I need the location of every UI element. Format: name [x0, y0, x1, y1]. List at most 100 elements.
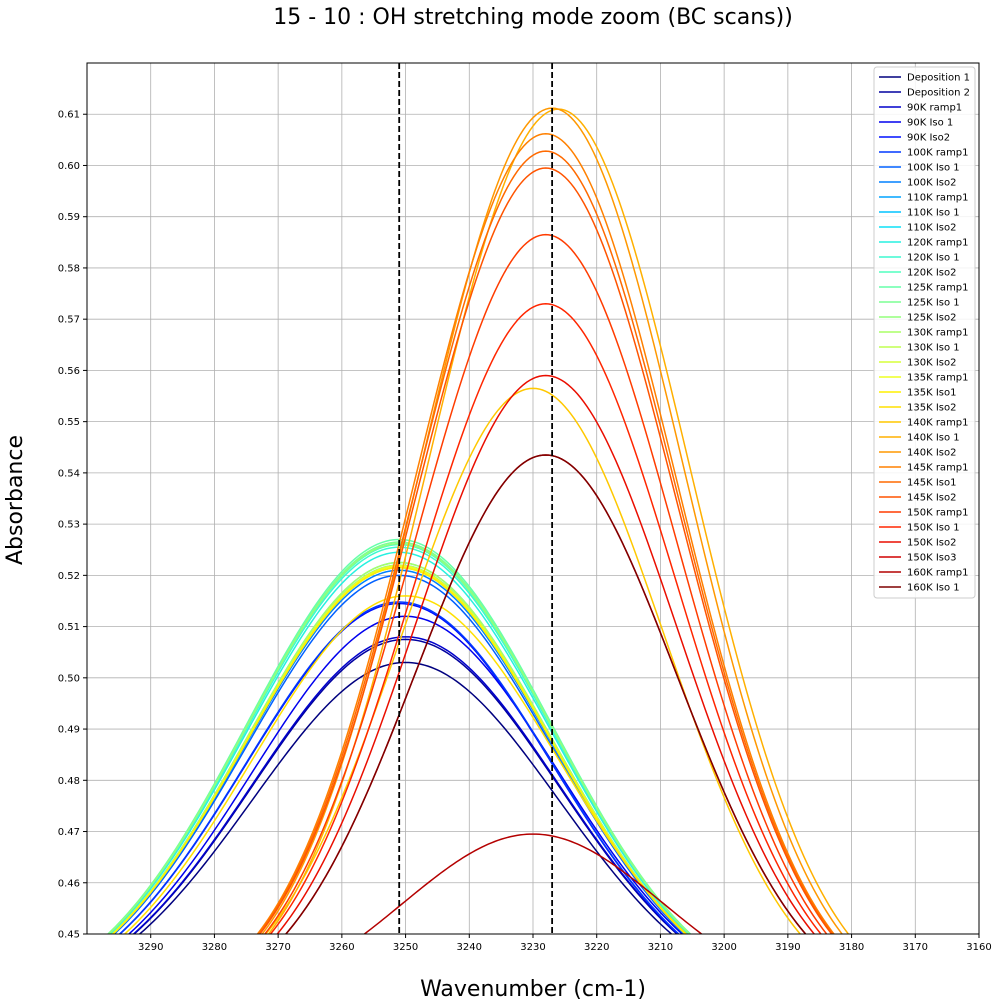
- series-line: [107, 542, 691, 934]
- x-axis-label: Wavenumber (cm-1): [420, 977, 646, 1002]
- legend-item[interactable]: 120K Iso2: [879, 268, 956, 279]
- legend-label: 150K Iso 1: [907, 523, 960, 534]
- y-tick-label: 0.47: [58, 827, 80, 838]
- y-tick-label: 0.59: [58, 212, 80, 223]
- legend-item[interactable]: 135K Iso2: [879, 403, 956, 414]
- legend-item[interactable]: 125K ramp1: [879, 283, 969, 294]
- legend-item[interactable]: 150K Iso 1: [879, 523, 960, 534]
- series-line: [256, 132, 835, 934]
- legend-label: 130K Iso 1: [907, 343, 960, 354]
- legend-label: 145K Iso1: [907, 478, 956, 489]
- y-tick-label: 0.46: [58, 878, 80, 889]
- y-tick-label: 0.54: [58, 468, 80, 479]
- series-line: [284, 454, 807, 934]
- legend-item[interactable]: 160K ramp1: [879, 568, 969, 579]
- legend-item[interactable]: Deposition 1: [879, 73, 970, 84]
- legend-label: 130K Iso2: [907, 358, 956, 369]
- series-line: [257, 150, 834, 934]
- legend-label: 100K Iso 1: [907, 163, 960, 174]
- reference-lines: [398, 63, 554, 934]
- legend-label: 110K Iso2: [907, 223, 956, 234]
- x-tick-label: 3180: [839, 942, 864, 953]
- x-tick-label: 3220: [584, 942, 609, 953]
- y-tick-label: 0.49: [58, 725, 80, 736]
- legend-item[interactable]: 135K Iso1: [879, 388, 956, 399]
- legend-item[interactable]: 130K ramp1: [879, 328, 969, 339]
- legend-item[interactable]: 120K Iso 1: [879, 253, 960, 264]
- legend-item[interactable]: 140K Iso2: [879, 448, 956, 459]
- legend-item[interactable]: 140K Iso 1: [879, 433, 960, 444]
- series-line: [109, 551, 690, 934]
- legend-item[interactable]: 130K Iso 1: [879, 343, 960, 354]
- legend-label: 135K Iso1: [907, 388, 956, 399]
- legend-label: 140K ramp1: [907, 418, 969, 429]
- legend-label: 145K ramp1: [907, 463, 969, 474]
- legend-item[interactable]: 150K Iso2: [879, 538, 956, 549]
- series-line: [258, 167, 833, 934]
- x-tick-label: 3240: [457, 942, 482, 953]
- legend-label: 120K Iso2: [907, 268, 956, 279]
- legend-item[interactable]: 90K Iso2: [879, 133, 950, 144]
- legend-label: 150K ramp1: [907, 508, 969, 519]
- legend-label: 140K Iso 1: [907, 433, 960, 444]
- legend-item[interactable]: 145K Iso1: [879, 478, 956, 489]
- chart-title: 15 - 10 : OH stretching mode zoom (BC sc…: [273, 5, 793, 30]
- series-line: [132, 638, 679, 934]
- legend-label: 110K ramp1: [907, 193, 969, 204]
- legend-item[interactable]: 145K ramp1: [879, 463, 969, 474]
- legend-label: 90K Iso 1: [907, 118, 953, 129]
- legend-item[interactable]: 110K Iso 1: [879, 208, 960, 219]
- legend-label: 90K Iso2: [907, 133, 950, 144]
- legend-item[interactable]: 145K Iso2: [879, 493, 956, 504]
- legend-item[interactable]: 100K ramp1: [879, 148, 969, 159]
- legend-item[interactable]: 90K ramp1: [879, 103, 962, 114]
- legend-label: 110K Iso 1: [907, 208, 960, 219]
- legend-label: 125K ramp1: [907, 283, 969, 294]
- legend-label: 145K Iso2: [907, 493, 956, 504]
- legend-item[interactable]: 100K Iso 1: [879, 163, 960, 174]
- legend-item[interactable]: 125K Iso 1: [879, 298, 960, 309]
- x-tick-label: 3270: [265, 942, 290, 953]
- legend-item[interactable]: 100K Iso2: [879, 178, 956, 189]
- legend-label: 120K ramp1: [907, 238, 969, 249]
- y-tick-label: 0.55: [58, 417, 80, 428]
- legend-label: 100K ramp1: [907, 148, 969, 159]
- y-tick-label: 0.53: [58, 520, 80, 531]
- legend-item[interactable]: 120K ramp1: [879, 238, 969, 249]
- series-lines: [106, 107, 850, 934]
- series-line: [118, 601, 680, 934]
- legend-item[interactable]: 135K ramp1: [879, 373, 969, 384]
- y-tick-label: 0.48: [58, 776, 80, 787]
- legend-label: 125K Iso 1: [907, 298, 960, 309]
- x-tick-label: 3190: [775, 942, 800, 953]
- series-line: [123, 595, 688, 934]
- legend[interactable]: Deposition 1 Deposition 2 90K ramp1 90K Iso…: [873, 66, 976, 599]
- legend-item[interactable]: 150K ramp1: [879, 508, 969, 519]
- legend-item[interactable]: 150K Iso3: [879, 553, 956, 564]
- series-line: [111, 566, 687, 934]
- legend-item[interactable]: 140K ramp1: [879, 418, 969, 429]
- legend-label: 150K Iso3: [907, 553, 956, 564]
- legend-item[interactable]: 160K Iso 1: [879, 583, 960, 594]
- legend-item[interactable]: 130K Iso2: [879, 358, 956, 369]
- series-line: [138, 661, 673, 934]
- legend-item[interactable]: 110K ramp1: [879, 193, 969, 204]
- y-tick-label: 0.50: [58, 673, 80, 684]
- legend-label: 100K Iso2: [907, 178, 956, 189]
- x-tick-label: 3290: [138, 942, 163, 953]
- series-line: [276, 374, 816, 934]
- legend-label: Deposition 1: [907, 73, 970, 84]
- legend-item[interactable]: Deposition 2: [879, 88, 970, 99]
- legend-label: 120K Iso 1: [907, 253, 960, 264]
- legend-label: 160K Iso 1: [907, 583, 960, 594]
- legend-item[interactable]: 90K Iso 1: [879, 118, 953, 129]
- x-tick-label: 3230: [520, 942, 545, 953]
- legend-label: 135K Iso2: [907, 403, 956, 414]
- legend-label: 140K Iso2: [907, 448, 956, 459]
- series-line: [267, 108, 850, 934]
- legend-item[interactable]: 110K Iso2: [879, 223, 956, 234]
- legend-label: 135K ramp1: [907, 373, 969, 384]
- series-line: [363, 833, 703, 934]
- legend-item[interactable]: 125K Iso2: [879, 313, 956, 324]
